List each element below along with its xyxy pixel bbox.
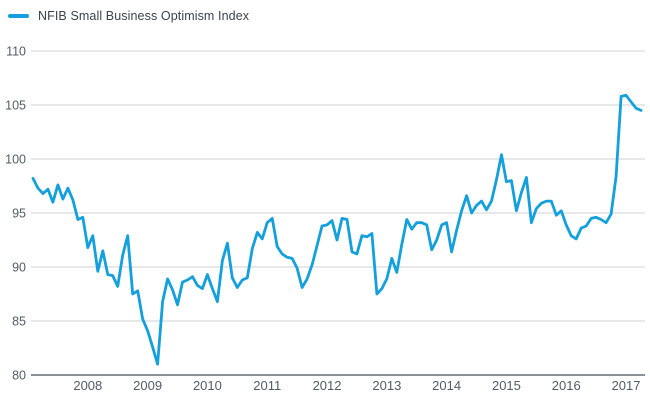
x-tick-label-2016: 2016 <box>552 378 581 393</box>
x-tick-label-2017: 2017 <box>612 378 641 393</box>
x-tick-label-2013: 2013 <box>372 378 401 393</box>
y-tick-label-95: 95 <box>12 207 26 221</box>
optimism-index-line-series <box>31 93 643 366</box>
x-tick-label-2012: 2012 <box>313 378 342 393</box>
legend-series-label: NFIB Small Business Optimism Index <box>38 9 250 23</box>
x-tick-label-2009: 2009 <box>133 378 162 393</box>
y-tick-label-105: 105 <box>5 99 26 113</box>
legend-line-swatch <box>8 14 29 18</box>
y-tick-label-85: 85 <box>12 315 26 329</box>
legend: NFIB Small Business Optimism Index <box>8 9 249 23</box>
y-tick-label-100: 100 <box>5 153 26 167</box>
y-tick-label-80: 80 <box>12 369 26 383</box>
y-tick-label-110: 110 <box>6 45 26 59</box>
x-tick-label-2015: 2015 <box>492 378 521 393</box>
x-tick-label-2011: 2011 <box>253 378 281 393</box>
x-tick-label-2014: 2014 <box>432 378 461 393</box>
x-tick-label-2010: 2010 <box>193 378 222 393</box>
x-tick-label-2008: 2008 <box>73 378 102 393</box>
y-tick-label-90: 90 <box>12 261 26 275</box>
